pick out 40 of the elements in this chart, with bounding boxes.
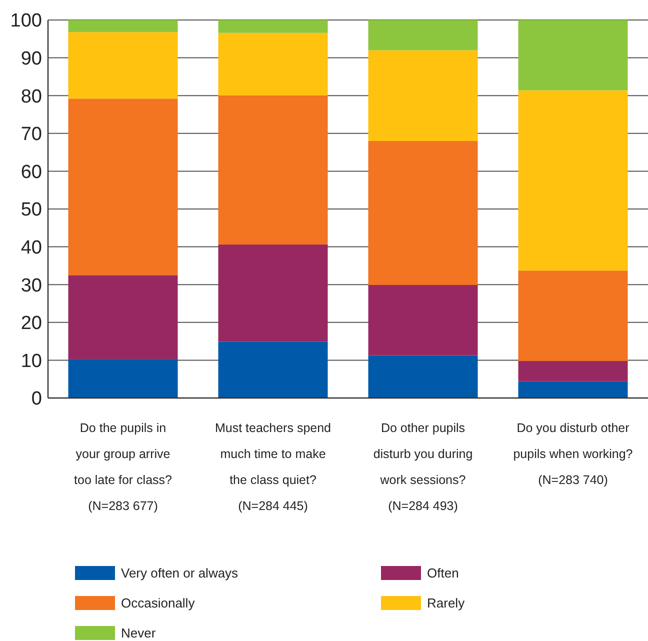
- legend-label: Rarely: [427, 596, 466, 611]
- y-tick-label: 0: [31, 388, 42, 410]
- bar: [68, 98, 178, 276]
- bar: [518, 20, 628, 90]
- bar: [68, 359, 178, 398]
- bar: [518, 90, 628, 271]
- bar: [68, 32, 178, 99]
- bar: [218, 244, 328, 342]
- legend-label: Occasionally: [121, 596, 196, 611]
- y-tick-label: 70: [20, 124, 42, 146]
- y-tick-label: 50: [20, 200, 42, 221]
- y-tick-label: 10: [20, 350, 42, 372]
- legend-label: Never: [121, 626, 156, 641]
- bar: [518, 270, 628, 361]
- y-tick-label: 40: [20, 237, 42, 258]
- bar: [368, 355, 478, 398]
- x-tick-label: Do the pupils in your group arrive too late for class? (N=283 677): [74, 421, 172, 513]
- bar: [218, 20, 328, 33]
- y-tick-label: 90: [20, 48, 42, 70]
- bar: [218, 96, 328, 245]
- y-tick-label: 60: [20, 162, 42, 183]
- bar: [368, 50, 478, 141]
- x-tick-label: Must teachers spend much time to make the class quiet? (N=284 445): [214, 421, 332, 513]
- legend-label: Often: [427, 566, 459, 581]
- bar: [218, 342, 328, 398]
- x-tick-label: Do other pupils disturb you during work sessions? (N=284 493): [373, 421, 473, 513]
- y-tick-label: 80: [20, 86, 42, 108]
- bar: [518, 381, 628, 398]
- y-tick-label: 30: [20, 275, 42, 296]
- y-tick-label: 20: [20, 313, 42, 334]
- bar: [68, 20, 178, 32]
- bar: [218, 32, 328, 96]
- bar: [368, 20, 478, 50]
- x-tick-label: Do you disturb other pupils when working? (N=283 740): [513, 421, 633, 487]
- bar: [368, 284, 478, 356]
- bar: [368, 140, 478, 285]
- legend-label: Very often or always: [121, 566, 239, 581]
- y-tick-label: 100: [10, 10, 42, 32]
- bar: [518, 360, 628, 382]
- bar: [68, 275, 178, 360]
